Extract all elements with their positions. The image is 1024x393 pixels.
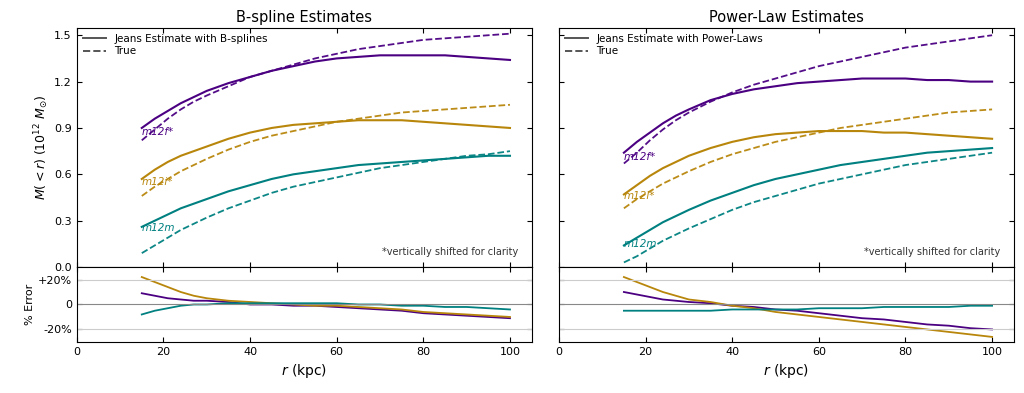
Text: m12f*: m12f* — [141, 127, 174, 137]
Title: Power-Law Estimates: Power-Law Estimates — [709, 10, 864, 25]
X-axis label: $r$ (kpc): $r$ (kpc) — [763, 362, 809, 380]
Text: m12m: m12m — [624, 239, 657, 248]
Y-axis label: $M(<r)\ (10^{12}\ M_{\odot})$: $M(<r)\ (10^{12}\ M_{\odot})$ — [33, 94, 51, 200]
Title: B-spline Estimates: B-spline Estimates — [237, 10, 372, 25]
X-axis label: $r$ (kpc): $r$ (kpc) — [282, 362, 328, 380]
Text: m12i*: m12i* — [624, 191, 655, 200]
Text: m12m: m12m — [141, 223, 175, 233]
Text: *vertically shifted for clarity: *vertically shifted for clarity — [382, 248, 518, 257]
Text: m12i*: m12i* — [141, 177, 173, 187]
Y-axis label: % Error: % Error — [25, 284, 35, 325]
Legend: Jeans Estimate with B-splines, True: Jeans Estimate with B-splines, True — [81, 32, 270, 59]
Legend: Jeans Estimate with Power-Laws, True: Jeans Estimate with Power-Laws, True — [563, 32, 765, 59]
Text: *vertically shifted for clarity: *vertically shifted for clarity — [864, 248, 1000, 257]
Text: m12f*: m12f* — [624, 152, 656, 162]
